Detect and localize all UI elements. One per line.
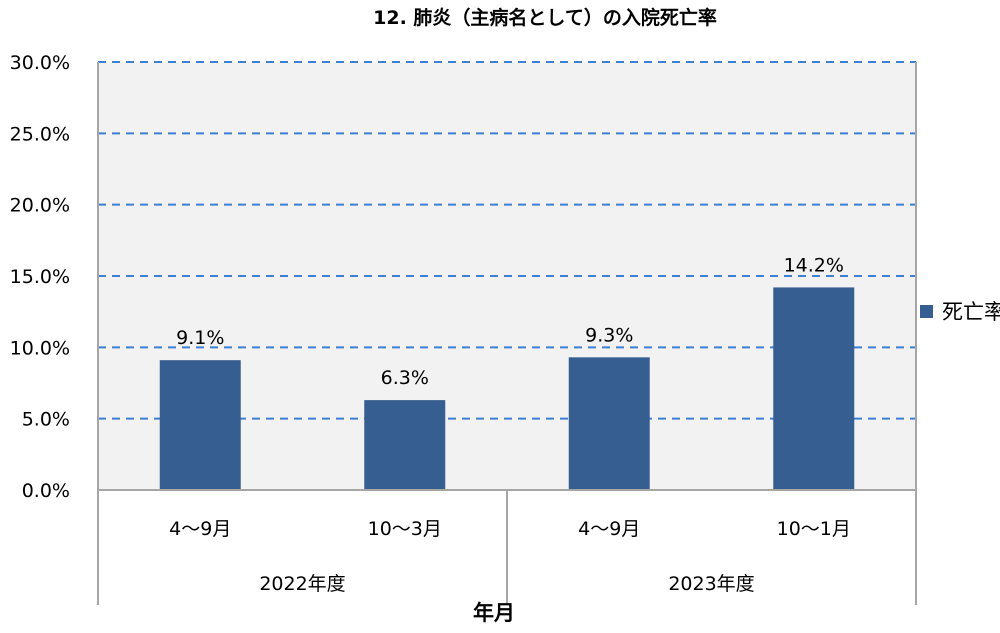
bar	[773, 287, 855, 490]
bar	[364, 400, 446, 490]
category-label: 10〜1月	[777, 518, 851, 540]
legend-label: 死亡率	[942, 300, 1000, 324]
data-label: 9.3%	[585, 324, 633, 346]
grid-lines	[98, 61, 916, 420]
group-label: 2023年度	[668, 573, 754, 595]
category-label: 4〜9月	[578, 518, 640, 540]
y-axis-ticks: 0.0% 5.0% 10.0% 15.0% 20.0% 25.0% 30.0%	[10, 52, 70, 502]
legend-swatch	[920, 305, 933, 318]
y-tick-label: 25.0%	[10, 123, 70, 145]
category-labels: 4〜9月 10〜3月 4〜9月 10〜1月	[169, 518, 851, 540]
category-label: 10〜3月	[368, 518, 442, 540]
data-label: 6.3%	[381, 367, 429, 389]
y-tick-label: 5.0%	[22, 409, 70, 431]
y-tick-label: 0.0%	[22, 480, 70, 502]
bars	[159, 287, 855, 490]
bar	[568, 357, 650, 490]
data-label: 14.2%	[784, 254, 844, 276]
y-tick-label: 15.0%	[10, 266, 70, 288]
bar	[159, 360, 241, 490]
data-labels: 9.1% 6.3% 9.3% 14.2%	[176, 254, 844, 389]
y-tick-label: 30.0%	[10, 52, 70, 74]
group-label: 2022年度	[259, 573, 345, 595]
chart-title: 12. 肺炎（主病名として）の入院死亡率	[373, 6, 717, 29]
x-axis	[97, 62, 917, 605]
category-label: 4〜9月	[169, 518, 231, 540]
data-label: 9.1%	[176, 327, 224, 349]
y-tick-label: 10.0%	[10, 337, 70, 359]
group-labels: 2022年度 2023年度	[259, 573, 754, 595]
y-tick-label: 20.0%	[10, 195, 70, 217]
legend: 死亡率	[920, 300, 1000, 324]
x-axis-title: 年月	[473, 601, 515, 625]
